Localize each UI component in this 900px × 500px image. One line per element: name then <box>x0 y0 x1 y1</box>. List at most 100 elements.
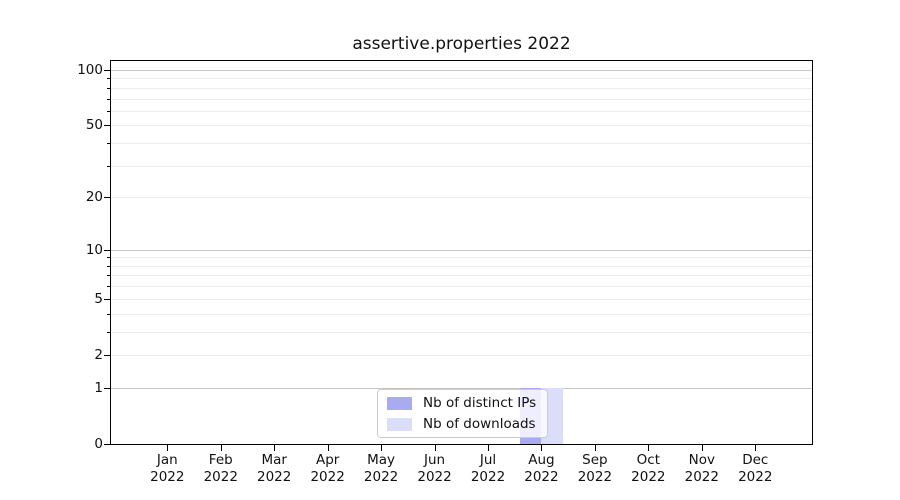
x-tick-label: Nov 2022 <box>670 452 734 486</box>
y-minor-tick-mark <box>106 275 110 276</box>
x-tick-label: Mar 2022 <box>242 452 306 486</box>
y-tick-label: 10 <box>85 242 103 258</box>
gridline-major <box>111 250 812 251</box>
x-tick-mark <box>488 445 489 451</box>
y-tick-label: 0 <box>94 436 103 452</box>
y-tick-mark <box>104 444 110 445</box>
y-tick-mark <box>104 250 110 251</box>
x-tick-mark <box>701 445 703 451</box>
x-tick-mark <box>220 445 222 451</box>
x-tick-mark <box>594 445 596 451</box>
gridline-minor <box>111 257 812 258</box>
y-minor-tick-mark <box>106 332 110 333</box>
x-tick-month: Jan <box>156 452 178 468</box>
x-tick-year: 2022 <box>150 469 185 485</box>
x-tick-year: 2022 <box>310 469 345 485</box>
x-tick-year: 2022 <box>470 469 506 485</box>
x-tick-mark <box>327 445 329 451</box>
y-tick-label: 5 <box>94 291 103 307</box>
x-tick-mark <box>167 445 169 451</box>
legend-entry-distinct-ips: Nb of distinct IPs <box>387 395 538 411</box>
gridline-minor <box>111 314 812 315</box>
axis-spine-top <box>110 60 813 61</box>
x-tick-year: 2022 <box>203 469 238 485</box>
axis-spine-right <box>812 60 813 445</box>
x-tick-label: Oct 2022 <box>616 452 680 486</box>
gridline-minor <box>111 125 812 126</box>
gridline-minor <box>111 197 812 198</box>
x-tick-month: Oct <box>636 452 661 468</box>
axis-spine-left <box>110 60 111 445</box>
gridline-minor <box>111 286 812 287</box>
y-tick-mark <box>104 355 110 356</box>
y-minor-tick-mark <box>106 266 110 267</box>
x-tick-label: Jul 2022 <box>456 452 520 486</box>
x-tick-month: Feb <box>208 452 233 468</box>
y-tick-label: 2 <box>94 347 103 363</box>
x-tick-month: Nov <box>688 452 715 468</box>
x-tick-mark <box>274 445 276 451</box>
y-minor-tick-mark <box>106 257 110 258</box>
x-tick-month: Apr <box>315 452 340 468</box>
x-tick-mark <box>541 445 543 451</box>
y-tick-mark <box>104 70 110 71</box>
x-tick-label: Sep 2022 <box>563 452 627 486</box>
y-tick-label: 50 <box>85 117 103 133</box>
y-minor-tick-mark <box>106 314 110 315</box>
legend-label-1: Nb of downloads <box>423 416 536 432</box>
gridline-minor <box>111 275 812 276</box>
x-tick-month: Jun <box>424 452 446 468</box>
x-tick-year: 2022 <box>631 469 666 485</box>
gridline-minor <box>111 299 812 300</box>
legend-swatch-1 <box>387 417 412 431</box>
x-tick-mark <box>434 445 436 451</box>
x-tick-month: May <box>367 452 396 468</box>
x-tick-mark <box>381 445 383 451</box>
x-tick-month: Aug <box>528 452 555 468</box>
x-tick-label: Feb 2022 <box>189 452 253 486</box>
y-minor-tick-mark <box>106 78 110 79</box>
legend-swatch-0 <box>387 396 412 410</box>
x-tick-month: Jul <box>479 452 497 468</box>
y-minor-tick-mark <box>106 286 110 287</box>
x-tick-year: 2022 <box>257 469 292 485</box>
x-tick-month: Dec <box>742 452 769 468</box>
y-minor-tick-mark <box>106 99 110 100</box>
y-tick-mark <box>104 388 110 389</box>
gridline-major <box>111 70 812 71</box>
x-tick-year: 2022 <box>577 469 613 485</box>
plot-area <box>111 61 812 444</box>
x-tick-label: Jun 2022 <box>403 452 467 486</box>
x-tick-label: Aug 2022 <box>509 452 573 486</box>
x-tick-label: May 2022 <box>349 452 413 486</box>
gridline-minor <box>111 78 812 79</box>
gridline-major <box>111 388 812 389</box>
y-minor-tick-mark <box>106 88 110 89</box>
x-tick-month: Mar <box>261 452 287 468</box>
legend: Nb of distinct IPs Nb of downloads <box>377 389 548 438</box>
x-tick-mark <box>755 445 757 451</box>
legend-entry-downloads: Nb of downloads <box>387 416 538 432</box>
y-tick-mark <box>104 197 110 198</box>
x-tick-year: 2022 <box>524 469 559 485</box>
x-tick-mark <box>648 445 650 451</box>
gridline-minor <box>111 88 812 89</box>
x-tick-month: Sep <box>582 452 608 468</box>
x-tick-year: 2022 <box>417 469 452 485</box>
axis-spine-bottom <box>110 444 813 445</box>
x-tick-year: 2022 <box>738 469 773 485</box>
y-tick-label: 20 <box>85 189 103 205</box>
y-tick-label: 100 <box>77 62 103 78</box>
y-minor-tick-mark <box>106 143 110 144</box>
chart-title: assertive.properties 2022 <box>352 34 571 54</box>
y-minor-tick-mark <box>106 166 110 167</box>
gridline-minor <box>111 143 812 144</box>
x-tick-year: 2022 <box>363 469 399 485</box>
x-tick-year: 2022 <box>684 469 719 485</box>
gridline-minor <box>111 99 812 100</box>
x-tick-label: Jan 2022 <box>135 452 199 486</box>
y-tick-label: 1 <box>94 380 103 396</box>
gridline-minor <box>111 111 812 112</box>
x-tick-label: Apr 2022 <box>296 452 360 486</box>
